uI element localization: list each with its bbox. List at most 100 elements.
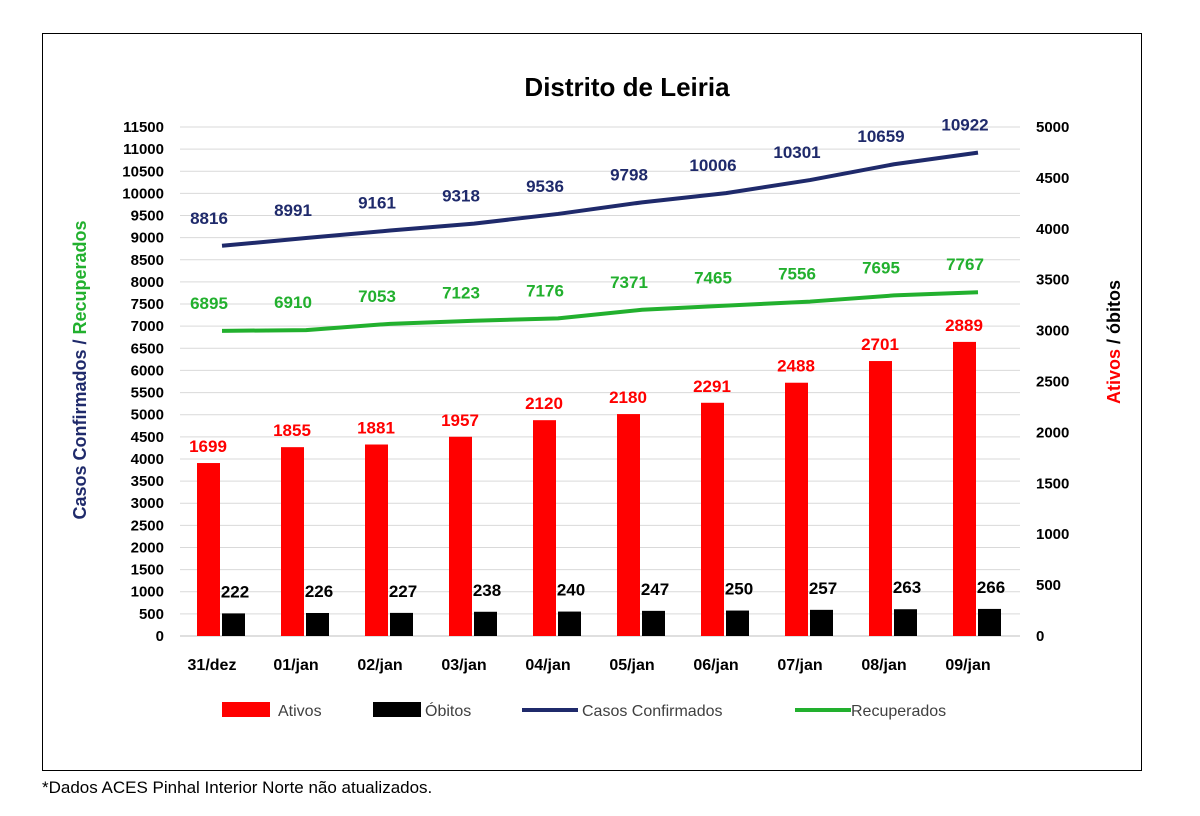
- right-tick-label: 2500: [1036, 374, 1069, 391]
- data-label-ativos: 1957: [441, 411, 479, 430]
- right-tick-label: 4500: [1036, 170, 1069, 187]
- bar-obitos: [726, 610, 749, 636]
- left-tick-label: 0: [156, 628, 164, 645]
- left-tick-label: 7500: [131, 296, 164, 313]
- x-tick-label: 03/jan: [441, 657, 486, 674]
- right-tick-label: 4000: [1036, 221, 1069, 238]
- right-tick-label: 1500: [1036, 475, 1069, 492]
- data-label-casos-confirmados: 10659: [857, 127, 904, 146]
- data-label-recuperados: 7053: [358, 287, 396, 306]
- data-label-recuperados: 7465: [694, 269, 732, 288]
- bar-obitos: [222, 613, 245, 636]
- right-tick-label: 2000: [1036, 424, 1069, 441]
- line-casos-confirmados: [221, 150, 979, 248]
- data-label-ativos: 1855: [273, 421, 311, 440]
- data-label-obitos: 250: [725, 580, 753, 599]
- bar-obitos: [810, 609, 833, 636]
- bar-ativos: [869, 361, 892, 636]
- right-tick-label: 5000: [1036, 119, 1069, 136]
- data-label-recuperados: 7123: [442, 284, 480, 303]
- footnote: *Dados ACES Pinhal Interior Norte não at…: [42, 778, 433, 797]
- data-label-obitos: 257: [809, 579, 837, 598]
- data-label-ativos: 2889: [945, 316, 983, 335]
- bar-obitos: [306, 612, 329, 636]
- data-label-ativos: 2120: [525, 394, 563, 413]
- right-tick-label: 3500: [1036, 272, 1069, 289]
- data-label-ativos: 2180: [609, 388, 647, 407]
- line-recuperados: [221, 290, 979, 333]
- bar-ativos: [449, 436, 472, 636]
- left-tick-label: 7000: [131, 318, 164, 335]
- bar-ativos: [617, 414, 640, 636]
- legend-obitos-label: Óbitos: [425, 701, 471, 720]
- bar-ativos: [953, 341, 976, 636]
- data-label-casos-confirmados: 10922: [941, 116, 988, 135]
- left-tick-label: 9500: [131, 208, 164, 225]
- left-tick-label: 1500: [131, 562, 164, 579]
- legend-obitos-swatch: [373, 702, 421, 717]
- data-label-ativos: 1881: [357, 419, 395, 438]
- data-label-recuperados: 7695: [862, 258, 900, 277]
- legend-recuperados-label: Recuperados: [851, 703, 946, 720]
- data-label-ativos: 1699: [189, 437, 227, 456]
- x-tick-label: 02/jan: [357, 657, 402, 674]
- left-tick-label: 4000: [131, 451, 164, 468]
- x-tick-label: 04/jan: [525, 657, 570, 674]
- right-tick-label: 1000: [1036, 526, 1069, 543]
- left-tick-label: 6500: [131, 340, 164, 357]
- bar-ativos: [701, 402, 724, 636]
- data-label-obitos: 227: [389, 582, 417, 601]
- x-tick-label: 09/jan: [945, 657, 990, 674]
- data-label-recuperados: 7371: [610, 273, 648, 292]
- data-label-obitos: 240: [557, 581, 585, 600]
- left-tick-label: 5000: [131, 407, 164, 424]
- bar-ativos: [365, 444, 388, 636]
- data-label-casos-confirmados: 9536: [526, 177, 564, 196]
- right-tick-label: 0: [1036, 628, 1044, 645]
- bar-ativos: [281, 447, 304, 636]
- right-tick-label: 500: [1036, 577, 1061, 594]
- data-label-ativos: 2488: [777, 357, 815, 376]
- x-tick-label: 08/jan: [861, 657, 906, 674]
- data-label-recuperados: 7556: [778, 265, 816, 284]
- left-axis-title: Casos Confirmados / Recuperados: [70, 220, 90, 519]
- left-tick-label: 6000: [131, 362, 164, 379]
- data-label-casos-confirmados: 10006: [689, 156, 736, 175]
- bar-obitos: [978, 608, 1001, 636]
- bar-ativos: [533, 420, 556, 636]
- left-tick-label: 8000: [131, 274, 164, 291]
- data-label-ativos: 2701: [861, 335, 899, 354]
- left-tick-label: 10000: [122, 185, 164, 202]
- right-tick-label: 3000: [1036, 323, 1069, 340]
- left-tick-label: 4500: [131, 429, 164, 446]
- data-label-ativos: 2291: [693, 377, 731, 396]
- left-tick-label: 8500: [131, 252, 164, 269]
- bar-obitos: [894, 609, 917, 636]
- left-tick-label: 10500: [122, 163, 164, 180]
- data-label-casos-confirmados: 10301: [773, 143, 820, 162]
- left-tick-label: 2500: [131, 517, 164, 534]
- x-tick-label: 01/jan: [273, 657, 318, 674]
- data-label-obitos: 222: [221, 582, 249, 601]
- data-label-casos-confirmados: 9161: [358, 194, 396, 213]
- legend-casos-confirmados-label: Casos Confirmados: [582, 703, 723, 720]
- bar-ativos: [785, 382, 808, 636]
- bar-obitos: [390, 612, 413, 636]
- left-tick-label: 3000: [131, 495, 164, 512]
- x-tick-label: 05/jan: [609, 657, 654, 674]
- bar-ativos: [197, 463, 220, 636]
- left-tick-label: 1000: [131, 584, 164, 601]
- data-label-casos-confirmados: 9798: [610, 165, 648, 184]
- left-tick-label: 5500: [131, 385, 164, 402]
- data-label-casos-confirmados: 8991: [274, 201, 312, 220]
- data-label-recuperados: 6910: [274, 293, 312, 312]
- right-axis-title: Ativos / óbitos: [1104, 280, 1124, 404]
- x-tick-label: 07/jan: [777, 657, 822, 674]
- left-tick-label: 2000: [131, 539, 164, 556]
- left-tick-label: 11000: [123, 141, 164, 158]
- data-label-obitos: 238: [473, 581, 501, 600]
- data-label-obitos: 266: [977, 578, 1005, 597]
- left-tick-label: 11500: [123, 119, 164, 136]
- left-tick-label: 9000: [131, 230, 164, 247]
